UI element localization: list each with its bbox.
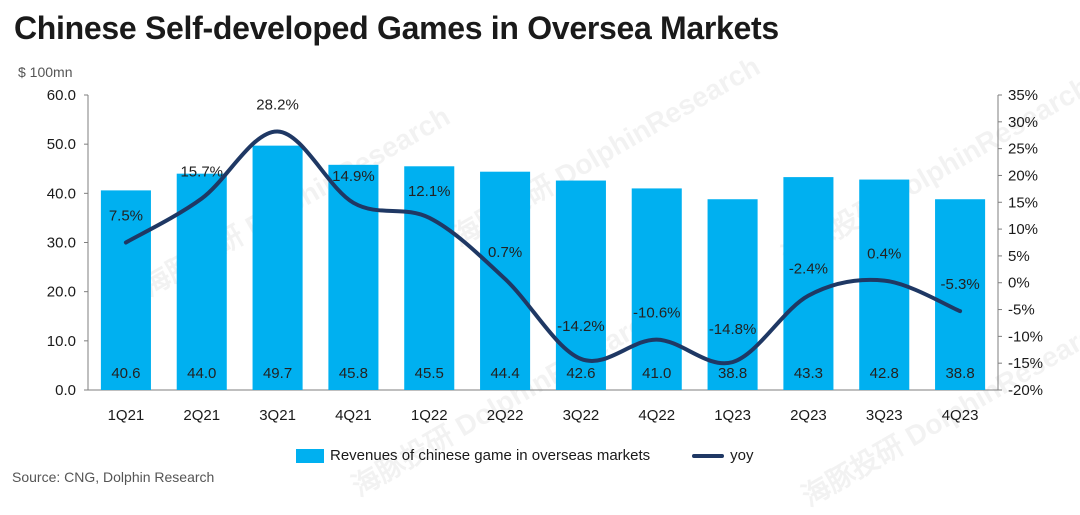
bar-value-label: 44.0	[187, 365, 216, 382]
chart-title: Chinese Self-developed Games in Oversea …	[14, 10, 779, 46]
right-tick-label: 25%	[1008, 141, 1038, 158]
yoy-line	[123, 129, 963, 366]
right-tick-label: 15%	[1008, 194, 1038, 211]
bar	[100, 190, 151, 390]
bar-value-label: 45.8	[339, 365, 368, 382]
bar-value-label: 40.6	[111, 365, 140, 382]
bar	[783, 177, 834, 390]
legend-line-swatch	[692, 453, 725, 458]
bar-value-label: 49.7	[263, 365, 292, 382]
bar-value-label: 38.8	[718, 365, 747, 382]
right-tick-label: 0%	[1008, 275, 1030, 292]
x-tick-label: 4Q21	[335, 407, 372, 424]
x-tick-label: 4Q23	[942, 407, 979, 424]
bar	[252, 145, 303, 390]
left-tick-label: 60.0	[47, 87, 76, 104]
legend: Revenues of chinese game in overseas mar…	[296, 447, 754, 464]
x-tick-label: 2Q22	[487, 407, 524, 424]
bar	[935, 199, 986, 390]
yoy-value-label: 15.7%	[180, 164, 223, 181]
yoy-value-label: 28.2%	[256, 96, 299, 113]
bar	[404, 166, 455, 390]
x-tick-label: 3Q22	[563, 407, 600, 424]
bar	[707, 199, 758, 390]
left-tick-label: 50.0	[47, 136, 76, 153]
left-tick-label: 0.0	[55, 382, 76, 399]
yoy-value-label: 7.5%	[109, 208, 143, 225]
bar	[631, 188, 682, 390]
right-tick-label: -5%	[1008, 302, 1035, 319]
chart: 0.0 10.0 20.0 30.0 40.0 50.0 60.0 -20% -15% -10% -…	[47, 87, 1043, 424]
legend-bar-swatch	[296, 448, 324, 463]
legend-line-label: yoy	[730, 447, 754, 464]
bar-value-label: 44.4	[490, 365, 519, 382]
yoy-value-label: 0.4%	[867, 246, 901, 263]
bar-value-label: 43.3	[794, 365, 823, 382]
x-tick-label: 4Q22	[638, 407, 675, 424]
legend-bar-label: Revenues of chinese game in overseas mar…	[330, 447, 651, 464]
right-tick-label: -15%	[1008, 355, 1043, 372]
yoy-value-label: -5.3%	[940, 276, 979, 293]
right-tick-label: 20%	[1008, 167, 1038, 184]
right-tick-label: 10%	[1008, 221, 1038, 238]
x-tick-label: 3Q21	[259, 407, 296, 424]
bar-value-label: 42.6	[566, 365, 595, 382]
bar	[176, 173, 227, 390]
x-tick-label: 1Q21	[108, 407, 145, 424]
left-axis-unit: $ 100mn	[18, 64, 73, 80]
bar-value-label: 45.5	[415, 365, 444, 382]
bar-value-label: 42.8	[870, 365, 899, 382]
yoy-value-label: 0.7%	[488, 244, 522, 261]
right-tick-label: 5%	[1008, 248, 1030, 265]
x-tick-label: 1Q22	[411, 407, 448, 424]
right-tick-label: -10%	[1008, 328, 1043, 345]
bar-value-label: 41.0	[642, 365, 671, 382]
left-tick-label: 20.0	[47, 284, 76, 301]
yoy-value-label: -14.2%	[557, 318, 605, 335]
left-tick-label: 40.0	[47, 185, 76, 202]
yoy-value-label: -14.8%	[709, 321, 757, 338]
yoy-value-label: -10.6%	[633, 305, 681, 322]
bar	[555, 180, 606, 390]
bar-value-label: 38.8	[945, 365, 974, 382]
left-tick-label: 30.0	[47, 235, 76, 252]
x-tick-label: 1Q23	[714, 407, 751, 424]
yoy-value-label: -2.4%	[789, 261, 828, 278]
bar	[328, 164, 379, 390]
source-note: Source: CNG, Dolphin Research	[12, 469, 215, 485]
yoy-value-label: 14.9%	[332, 168, 375, 185]
right-tick-label: 35%	[1008, 87, 1038, 104]
x-tick-label: 2Q23	[790, 407, 827, 424]
x-tick-label: 3Q23	[866, 407, 903, 424]
left-tick-label: 10.0	[47, 333, 76, 350]
x-tick-label: 2Q21	[183, 407, 220, 424]
right-tick-label: -20%	[1008, 382, 1043, 399]
yoy-value-label: 12.1%	[408, 183, 451, 200]
right-tick-label: 30%	[1008, 114, 1038, 131]
